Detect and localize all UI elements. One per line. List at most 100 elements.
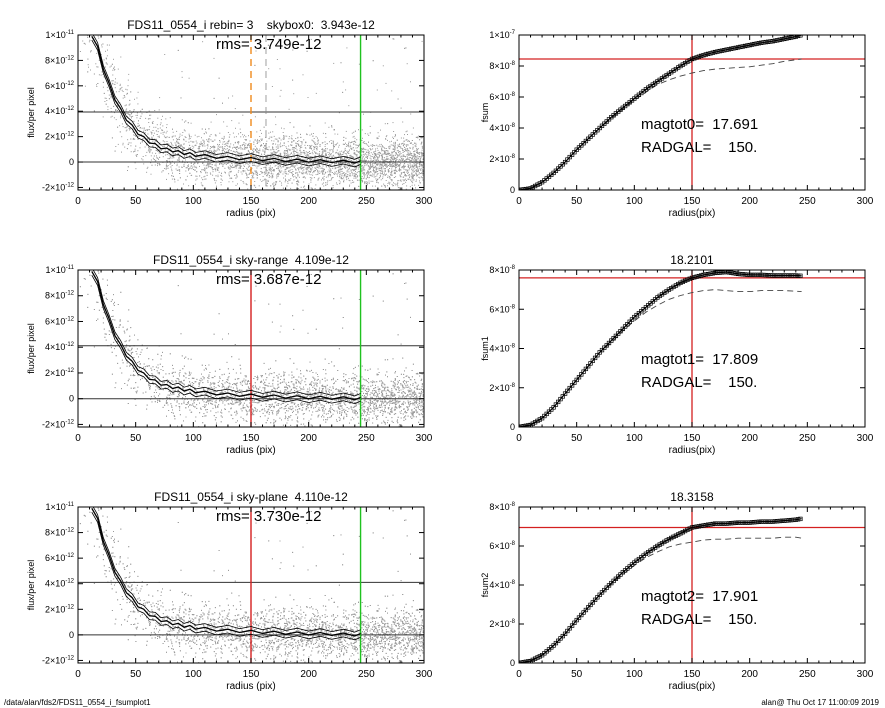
scatter-point bbox=[298, 140, 300, 142]
scatter-point bbox=[366, 181, 368, 183]
scatter-point bbox=[183, 183, 184, 185]
scatter-point bbox=[293, 148, 295, 150]
scatter-point bbox=[406, 154, 408, 156]
scatter-point bbox=[154, 141, 156, 143]
scatter-point bbox=[329, 180, 331, 181]
scatter-point bbox=[214, 182, 216, 184]
scatter-point bbox=[367, 133, 369, 135]
scatter-point bbox=[318, 155, 320, 156]
scatter-point bbox=[358, 145, 359, 147]
scatter-point bbox=[365, 156, 367, 158]
scatter-point bbox=[410, 179, 411, 181]
scatter-point bbox=[227, 143, 229, 145]
scatter-point bbox=[234, 151, 236, 153]
scatter-point bbox=[287, 154, 289, 156]
scatter-point bbox=[314, 159, 316, 160]
scatter-point bbox=[101, 19, 102, 20]
scatter-point bbox=[266, 140, 268, 142]
scatter-point bbox=[227, 149, 229, 151]
scatter-point bbox=[291, 142, 293, 143]
scatter-point bbox=[270, 149, 272, 151]
scatter-point bbox=[376, 160, 378, 162]
scatter-point bbox=[233, 166, 235, 168]
scatter-point bbox=[389, 166, 391, 167]
scatter-point bbox=[416, 148, 418, 150]
scatter-point bbox=[420, 173, 422, 174]
scatter-point bbox=[347, 176, 349, 177]
scatter-point bbox=[325, 182, 327, 184]
scatter-point bbox=[147, 133, 149, 135]
scatter-point bbox=[215, 175, 217, 177]
scatter-point bbox=[225, 148, 227, 150]
scatter-point bbox=[384, 194, 385, 195]
scatter-point bbox=[244, 156, 246, 158]
scatter-point bbox=[375, 178, 377, 180]
scatter-point bbox=[378, 177, 380, 179]
scatter-point bbox=[415, 158, 417, 160]
scatter-point bbox=[407, 154, 409, 155]
scatter-point bbox=[224, 167, 226, 169]
scatter-point bbox=[193, 169, 194, 170]
scatter-point bbox=[277, 141, 279, 143]
scatter-point bbox=[253, 163, 255, 165]
scatter-point bbox=[408, 178, 410, 180]
scatter-point bbox=[267, 162, 269, 164]
scatter-point bbox=[351, 163, 353, 165]
scatter-point bbox=[306, 167, 308, 169]
scatter-point bbox=[413, 159, 415, 161]
scatter-point bbox=[397, 149, 399, 151]
scatter-point bbox=[154, 110, 156, 111]
scatter-point bbox=[242, 157, 243, 159]
scatter-point bbox=[265, 169, 267, 171]
scatter-point bbox=[386, 166, 388, 168]
scatter-point bbox=[350, 146, 352, 148]
scatter-point bbox=[413, 151, 415, 153]
scatter-point bbox=[338, 144, 340, 146]
scatter-point bbox=[418, 172, 420, 174]
scatter-point bbox=[198, 156, 200, 158]
scatter-point bbox=[353, 163, 355, 165]
scatter-point bbox=[288, 138, 290, 140]
scatter-point bbox=[169, 148, 171, 150]
scatter-point bbox=[414, 160, 416, 162]
scatter-point bbox=[152, 138, 154, 140]
scatter-point bbox=[315, 152, 317, 153]
scatter-point bbox=[421, 40, 423, 42]
scatter-point bbox=[271, 169, 273, 171]
scatter-point bbox=[345, 153, 347, 154]
scatter-point bbox=[316, 153, 318, 155]
scatter-point bbox=[105, 57, 107, 59]
scatter-point bbox=[402, 160, 403, 161]
scatter-point bbox=[345, 89, 347, 91]
scatter-point bbox=[230, 166, 232, 168]
scatter-point bbox=[231, 120, 233, 122]
scatter-point bbox=[392, 122, 394, 124]
scatter-point bbox=[398, 153, 400, 155]
scatter-point bbox=[411, 153, 413, 155]
scatter-point bbox=[402, 144, 404, 146]
scatter-point bbox=[381, 165, 383, 167]
scatter-point bbox=[390, 160, 392, 162]
scatter-point bbox=[256, 175, 258, 176]
scatter-point bbox=[307, 170, 309, 172]
scatter-point bbox=[115, 91, 117, 93]
scatter-point bbox=[397, 187, 399, 188]
scatter-point bbox=[358, 175, 360, 177]
scatter-point bbox=[370, 180, 372, 182]
scatter-point bbox=[160, 119, 162, 121]
scatter-point bbox=[304, 188, 306, 190]
scatter-point bbox=[247, 149, 249, 151]
scatter-point bbox=[351, 156, 353, 158]
scatter-point bbox=[151, 122, 153, 124]
scatter-point bbox=[396, 170, 398, 172]
scatter-point bbox=[381, 153, 383, 155]
scatter-point bbox=[153, 126, 155, 128]
scatter-point bbox=[179, 170, 181, 172]
scatter-point bbox=[414, 157, 416, 159]
scatter-point bbox=[106, 44, 108, 46]
scatter-point bbox=[172, 145, 174, 147]
scatter-point bbox=[252, 162, 254, 164]
scatter-point bbox=[422, 172, 424, 174]
scatter-point bbox=[294, 165, 296, 167]
scatter-point bbox=[347, 163, 349, 165]
